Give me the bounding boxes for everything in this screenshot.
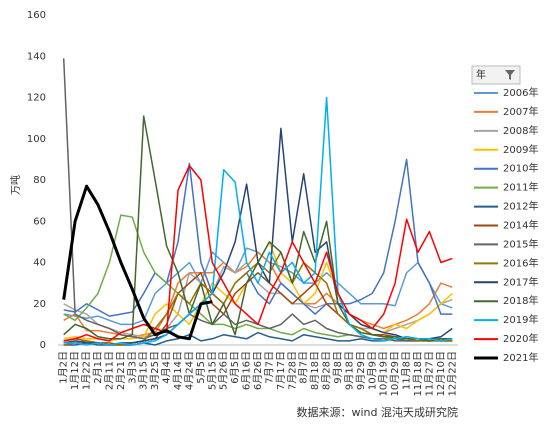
legend-label: 2017年 bbox=[503, 275, 538, 288]
source-note: 数据来源：wind 混沌天成研究院 bbox=[296, 405, 458, 419]
x-tick-label: 7月28日 bbox=[286, 351, 298, 390]
x-tick-label: 2月11日 bbox=[103, 351, 115, 390]
x-tick-label: 3月15日 bbox=[138, 351, 150, 390]
legend-label: 2015年 bbox=[503, 237, 538, 250]
x-tick-label: 11月27日 bbox=[423, 351, 435, 396]
filter-icon[interactable] bbox=[505, 70, 515, 80]
x-tick-label: 12月22日 bbox=[446, 351, 458, 396]
x-tick-label: 9月29日 bbox=[355, 351, 367, 390]
legend-label: 2012年 bbox=[503, 200, 538, 213]
y-tick-label: 80 bbox=[33, 175, 46, 186]
y-tick-label: 120 bbox=[27, 93, 46, 104]
series-line bbox=[63, 158, 453, 317]
y-tick-label: 40 bbox=[33, 258, 46, 269]
legend-label: 2018年 bbox=[503, 294, 538, 307]
x-tick-label: 2月1日 bbox=[92, 351, 104, 384]
legend-label: 2019年 bbox=[503, 313, 538, 326]
x-tick-label: 9月8日 bbox=[332, 351, 344, 384]
x-tick-label: 11月18日 bbox=[412, 351, 424, 396]
legend-label: 2014年 bbox=[503, 219, 538, 232]
x-tick-label: 4月14日 bbox=[172, 351, 184, 390]
y-axis-label: 万吨 bbox=[9, 175, 22, 195]
legend-label: 2016年 bbox=[503, 256, 538, 269]
x-tick-label: 12月10日 bbox=[435, 351, 447, 396]
x-tick-label: 6月16日 bbox=[241, 351, 253, 390]
x-tick-label: 8月28日 bbox=[321, 351, 333, 390]
x-tick-label: 10月19日 bbox=[378, 351, 390, 396]
legend-label: 2010年 bbox=[503, 162, 538, 175]
y-tick-label: 100 bbox=[27, 134, 46, 145]
series-line bbox=[62, 184, 213, 341]
x-tick-label: 4月4日 bbox=[161, 351, 173, 384]
x-tick-label: 10月9日 bbox=[366, 351, 378, 390]
x-tick-label: 6月5日 bbox=[229, 351, 241, 384]
x-tick-label: 1月12日 bbox=[69, 351, 81, 390]
x-tick-label: 5月15日 bbox=[206, 351, 218, 390]
y-tick-label: 140 bbox=[27, 51, 46, 62]
y-tick-label: 160 bbox=[27, 10, 46, 21]
x-tick-label: 8月7日 bbox=[298, 351, 310, 384]
x-tick-label: 5月26日 bbox=[218, 351, 230, 390]
series-line bbox=[63, 164, 453, 342]
x-tick-label: 10月29日 bbox=[389, 351, 401, 396]
legend-label: 2007年 bbox=[503, 105, 538, 118]
x-tick-label: 8月18日 bbox=[309, 351, 321, 390]
series-line bbox=[63, 96, 453, 346]
legend-label: 2020年 bbox=[503, 332, 538, 345]
x-tick-label: 3月3日 bbox=[126, 351, 138, 384]
legend-label: 2009年 bbox=[503, 143, 538, 156]
series-line bbox=[63, 115, 453, 342]
x-tick-label: 11月8日 bbox=[401, 351, 413, 390]
x-tick-label: 2月21日 bbox=[115, 351, 127, 390]
x-tick-label: 1月2日 bbox=[58, 351, 70, 384]
x-tick-label: 5月5日 bbox=[195, 351, 207, 384]
y-tick-label: 0 bbox=[40, 340, 46, 351]
legend-label: 2021年 bbox=[503, 351, 538, 364]
x-tick-label: 1月22日 bbox=[81, 351, 93, 390]
x-tick-label: 6月26日 bbox=[252, 351, 264, 390]
legend-title: 年 bbox=[476, 68, 486, 81]
x-tick-label: 3月25日 bbox=[149, 351, 161, 390]
x-tick-label: 9月18日 bbox=[343, 351, 355, 390]
y-tick-label: 60 bbox=[33, 216, 46, 227]
x-tick-label: 4月24日 bbox=[183, 351, 195, 390]
x-tick-label: 7月17日 bbox=[275, 351, 287, 390]
legend-label: 2006年 bbox=[503, 86, 538, 99]
y-tick-label: 20 bbox=[33, 299, 46, 310]
x-tick-label: 7月7日 bbox=[263, 351, 275, 384]
legend-label: 2008年 bbox=[503, 124, 538, 137]
legend-label: 2011年 bbox=[503, 181, 538, 194]
